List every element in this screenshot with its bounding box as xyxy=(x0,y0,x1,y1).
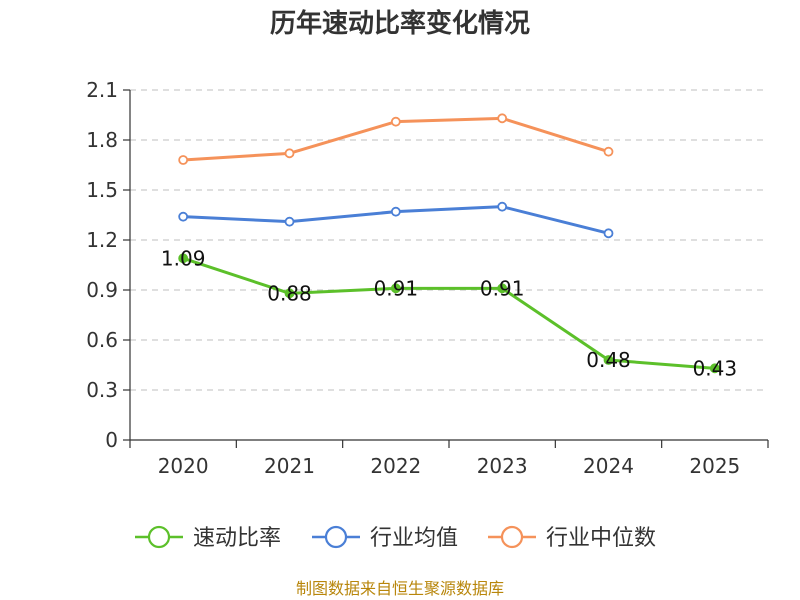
data-point[interactable] xyxy=(603,228,614,239)
data-label: 0.88 xyxy=(267,281,312,305)
data-labels: 1.09 0.88 0.91 0.91 0.48 0.43 xyxy=(161,246,737,380)
y-tick-label: 1.2 xyxy=(86,228,118,252)
y-tick-label: 0.3 xyxy=(86,378,118,402)
data-point[interactable] xyxy=(497,283,508,294)
x-tick-label: 2024 xyxy=(583,454,634,478)
legend-marker xyxy=(500,525,524,549)
data-point[interactable] xyxy=(390,206,401,217)
series-layer xyxy=(178,113,720,374)
y-tick-label: 1.8 xyxy=(86,128,118,152)
data-point[interactable] xyxy=(284,148,295,159)
x-tick-label: 2020 xyxy=(158,454,209,478)
data-point[interactable] xyxy=(178,211,189,222)
data-point[interactable] xyxy=(390,116,401,127)
series-line xyxy=(181,256,717,370)
data-label: 0.91 xyxy=(374,276,419,300)
data-label: 0.43 xyxy=(693,356,738,380)
legend-label: 行业中位数 xyxy=(546,526,656,551)
y-tick-label: 0.9 xyxy=(86,278,118,302)
data-point[interactable] xyxy=(178,253,189,264)
grid-lines xyxy=(130,89,768,391)
y-tick-label: 1.5 xyxy=(86,178,118,202)
legend-label: 速动比率 xyxy=(193,526,281,551)
data-label: 0.48 xyxy=(586,348,631,372)
data-point[interactable] xyxy=(284,216,295,227)
legend-item[interactable]: 行业均值 xyxy=(312,525,458,551)
y-tick-label: 0 xyxy=(105,428,118,452)
chart-title: 历年速动比率变化情况 xyxy=(270,8,530,39)
data-point[interactable] xyxy=(709,363,720,374)
x-tick-label: 2021 xyxy=(264,454,315,478)
data-label: 0.91 xyxy=(480,276,525,300)
y-tick-label: 2.1 xyxy=(86,78,118,102)
legend-marker xyxy=(324,525,348,549)
data-point[interactable] xyxy=(390,283,401,294)
y-tick-label: 0.6 xyxy=(86,328,118,352)
legend-marker xyxy=(147,525,171,549)
data-label: 1.09 xyxy=(161,246,206,270)
data-point[interactable] xyxy=(178,155,189,165)
legend: 速动比率 行业均值 行业中位数 xyxy=(135,525,656,551)
legend-label: 行业均值 xyxy=(370,526,458,551)
legend-item[interactable]: 行业中位数 xyxy=(488,525,656,551)
x-tick-label: 2022 xyxy=(370,454,421,478)
axes: 0 0.3 0.6 0.9 1.2 1.5 1.8 2.1 2020 2021 2022 2023 20… xyxy=(86,78,769,478)
legend-item[interactable]: 速动比率 xyxy=(135,525,281,551)
data-point[interactable] xyxy=(497,113,508,124)
data-point[interactable] xyxy=(603,146,614,157)
source-note: 制图数据来自恒生聚源数据库 xyxy=(296,579,504,598)
data-point[interactable] xyxy=(497,201,508,212)
x-tick-label: 2025 xyxy=(689,454,740,478)
data-point[interactable] xyxy=(284,288,295,299)
x-tick-label: 2023 xyxy=(477,454,528,478)
data-point[interactable] xyxy=(603,355,614,365)
